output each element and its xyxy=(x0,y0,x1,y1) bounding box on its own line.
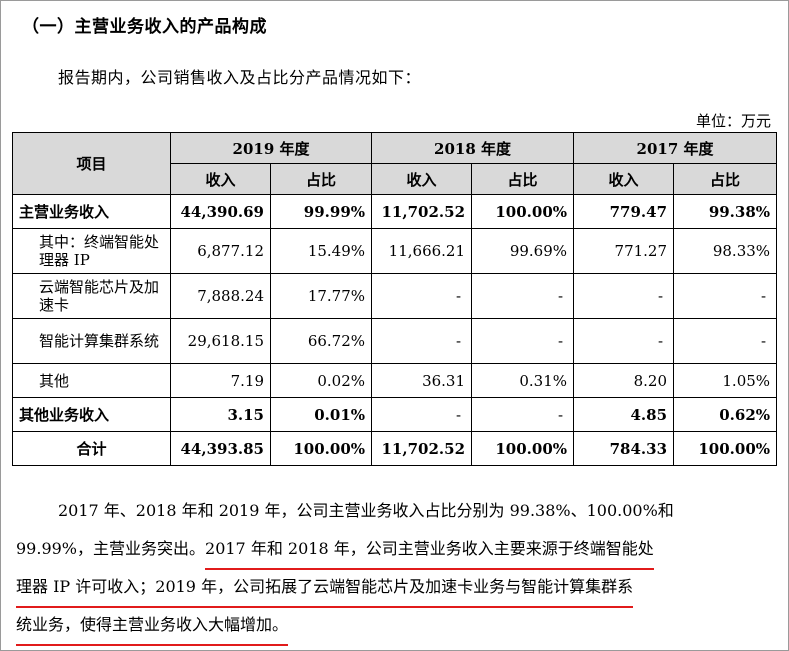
unit-label: 单位：万元 xyxy=(695,112,771,130)
underlined-text: 统业务，使得主营业务收入大幅增加。 xyxy=(16,606,289,646)
cell: 7,888.24 xyxy=(170,273,271,319)
header-item: 项目 xyxy=(12,132,171,195)
cell: 99.99% xyxy=(269,194,373,229)
cell: 99.69% xyxy=(471,228,575,274)
row-label: 主营业务收入 xyxy=(12,194,171,229)
header-share: 占比 xyxy=(269,163,373,195)
table-row: 其他业务收入 3.15 0.01% - - 4.85 0.62% xyxy=(12,397,778,432)
cell: 98.33% xyxy=(673,228,778,274)
cell: 4.85 xyxy=(573,397,675,432)
cell: - xyxy=(673,273,778,319)
cell: 784.33 xyxy=(573,431,675,466)
row-label: 智能计算集群系统 xyxy=(12,318,171,364)
paragraph-text: 统业务，使得主营业务收入大幅增加。 xyxy=(16,615,289,634)
red-underline xyxy=(205,568,654,570)
cell: 66.72% xyxy=(269,318,373,364)
cell: 11,666.21 xyxy=(371,228,473,274)
row-label: 合计 xyxy=(12,431,171,466)
paragraph-text: 理器 IP 许可收入；2019 年，公司拓展了云端智能芯片及加速卡业务与智能计算… xyxy=(16,577,634,596)
table-row: 其他 7.19 0.02% 36.31 0.31% 8.20 1.05% xyxy=(12,363,778,398)
header-year-2019: 2019 年度 xyxy=(169,132,373,164)
paragraph-line: 2017 年、2018 年和 2019 年，公司主营业务收入占比分别为 99.3… xyxy=(58,501,674,520)
cell: - xyxy=(371,318,473,364)
cell: 11,702.52 xyxy=(371,194,473,229)
cell: - xyxy=(371,273,473,319)
cell: - xyxy=(471,318,575,364)
cell: 8.20 xyxy=(573,363,675,398)
table-row-total: 合计 44,393.85 100.00% 11,702.52 100.00% 7… xyxy=(12,431,778,466)
row-label: 云端智能芯片及加速卡 xyxy=(12,273,171,319)
cell: 29,618.15 xyxy=(170,318,271,364)
header-revenue: 收入 xyxy=(573,163,675,195)
paragraph-line: 统业务，使得主营业务收入大幅增加。 xyxy=(16,606,776,646)
paragraph-line: 99.99%，主营业务突出。2017 年和 2018 年，公司主营业务收入主要来… xyxy=(16,530,776,570)
cell: 99.38% xyxy=(673,194,778,229)
row-label: 其他 xyxy=(12,363,171,398)
table-row: 云端智能芯片及加速卡 7,888.24 17.77% - - - - xyxy=(12,273,778,319)
underlined-text: 2017 年和 2018 年，公司主营业务收入主要来源于终端智能处 xyxy=(205,530,654,570)
row-label: 其他业务收入 xyxy=(12,397,171,432)
cell: - xyxy=(371,397,473,432)
revenue-table: 项目 2019 年度 2018 年度 2017 年度 收入 占比 收入 占比 收… xyxy=(12,132,778,466)
header-revenue: 收入 xyxy=(371,163,473,195)
header-revenue: 收入 xyxy=(170,163,271,195)
cell: 17.77% xyxy=(269,273,373,319)
cell: 100.00% xyxy=(269,431,373,466)
row-label: 其中：终端智能处理器 IP xyxy=(12,228,171,274)
cell: 7.19 xyxy=(170,363,271,398)
intro-text: 报告期内，公司销售收入及占比分产品情况如下： xyxy=(58,68,422,87)
paragraph-line: 理器 IP 许可收入；2019 年，公司拓展了云端智能芯片及加速卡业务与智能计算… xyxy=(16,568,776,608)
cell: - xyxy=(573,273,675,319)
summary-paragraph: 2017 年、2018 年和 2019 年，公司主营业务收入占比分别为 99.3… xyxy=(16,492,776,646)
cell: 6,877.12 xyxy=(170,228,271,274)
cell: 100.00% xyxy=(471,194,575,229)
table-row: 主营业务收入 44,390.69 99.99% 11,702.52 100.00… xyxy=(12,194,778,229)
header-share: 占比 xyxy=(673,163,778,195)
red-underline xyxy=(16,644,289,646)
header-year-2017: 2017 年度 xyxy=(573,132,778,164)
section-heading: （一）主营业务收入的产品构成 xyxy=(22,17,267,37)
paragraph-text: 2017 年和 2018 年，公司主营业务收入主要来源于终端智能处 xyxy=(205,539,654,558)
cell: 771.27 xyxy=(573,228,675,274)
cell: 0.02% xyxy=(269,363,373,398)
cell: - xyxy=(573,318,675,364)
header-year-2018: 2018 年度 xyxy=(371,132,575,164)
cell: 11,702.52 xyxy=(371,431,473,466)
underlined-text: 理器 IP 许可收入；2019 年，公司拓展了云端智能芯片及加速卡业务与智能计算… xyxy=(16,568,634,608)
cell: 44,390.69 xyxy=(170,194,271,229)
cell: 1.05% xyxy=(673,363,778,398)
cell: 15.49% xyxy=(269,228,373,274)
cell: 0.31% xyxy=(471,363,575,398)
cell: - xyxy=(471,273,575,319)
cell: 0.62% xyxy=(673,397,778,432)
header-share: 占比 xyxy=(471,163,575,195)
cell: 3.15 xyxy=(170,397,271,432)
cell: 44,393.85 xyxy=(170,431,271,466)
cell: - xyxy=(673,318,778,364)
cell: 779.47 xyxy=(573,194,675,229)
cell: 0.01% xyxy=(269,397,373,432)
red-underline xyxy=(16,606,634,608)
cell: - xyxy=(471,397,575,432)
cell: 100.00% xyxy=(471,431,575,466)
paragraph-text: 99.99%，主营业务突出。 xyxy=(16,539,206,558)
table-row: 智能计算集群系统 29,618.15 66.72% - - - - xyxy=(12,318,778,364)
table-row: 其中：终端智能处理器 IP 6,877.12 15.49% 11,666.21 … xyxy=(12,228,778,274)
cell: 36.31 xyxy=(371,363,473,398)
cell: 100.00% xyxy=(673,431,778,466)
